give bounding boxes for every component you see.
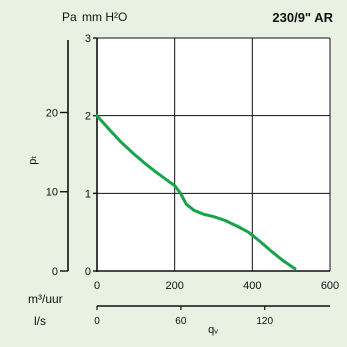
x-secondary-tick-label: 120 (256, 316, 273, 327)
y-mmh2o-tick-label: 3 (85, 33, 91, 45)
x-axis-label: qᵥ (208, 324, 218, 336)
pressure-curve-line (95, 114, 297, 271)
y-mmh2o-tick-label: 2 (85, 111, 91, 123)
y-pa-tick-label: 20 (46, 107, 58, 119)
y-axis-label: pₜ (27, 155, 39, 164)
x-secondary-tick-label: 0 (94, 316, 100, 327)
x-primary-tick-label: 0 (94, 280, 100, 292)
x-secondary-unit-label: l/s (34, 314, 46, 328)
x-secondary-tick-label: 60 (175, 316, 187, 327)
chart-title: 230/9" AR (272, 10, 333, 25)
y-pa-tick-label: 10 (46, 187, 58, 199)
y-mmh2o-tick-label: 0 (85, 266, 91, 278)
y-pa-tick-label: 0 (52, 266, 58, 278)
axes (60, 37, 330, 310)
x-primary-unit-label: m³/uur (28, 292, 63, 306)
y-mmh2o-tick-label: 1 (85, 188, 91, 200)
units-mmh2o-label: mm H²O (82, 10, 127, 24)
x-primary-tick-label: 200 (165, 280, 183, 292)
x-primary-tick-label: 400 (243, 280, 261, 292)
x-primary-tick-label: 600 (321, 280, 339, 292)
plot-area (97, 38, 330, 271)
units-pa-label: Pa (62, 10, 77, 24)
